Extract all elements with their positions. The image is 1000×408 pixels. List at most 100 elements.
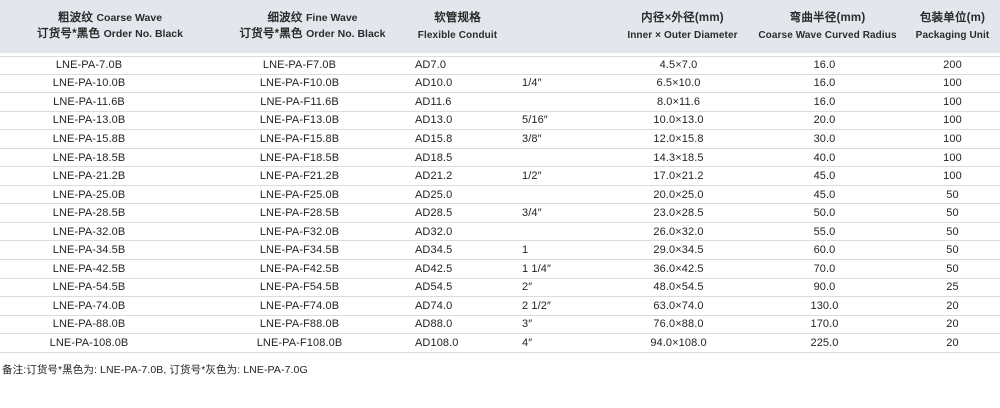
cell-curved-radius: 225.0 bbox=[810, 336, 839, 349]
cell-fine-order-no: LNE-PA-F21.2B bbox=[259, 170, 340, 183]
column-header-inch-size bbox=[510, 26, 615, 28]
cell-inner-outer-diameter: 10.0×13.0 bbox=[653, 114, 704, 127]
cell-curved-radius: 170.0 bbox=[810, 318, 839, 331]
cell-inner-outer-diameter: 6.5×10.0 bbox=[656, 77, 701, 90]
cell-flexible-conduit: AD18.5 bbox=[415, 151, 453, 164]
cell-inch-size: 5/16″ bbox=[522, 114, 548, 127]
cell-inner-outer-diameter: 8.0×11.6 bbox=[656, 95, 701, 108]
cell-curved-radius: 50.0 bbox=[813, 207, 836, 220]
cell-packaging-unit: 50 bbox=[946, 207, 959, 220]
cell-inch-size: 3/4″ bbox=[522, 207, 542, 220]
column-header-curved-radius: 弯曲半径(mm) Coarse Wave Curved Radius bbox=[758, 11, 897, 41]
cell-flexible-conduit: AD32.0 bbox=[415, 225, 453, 238]
cell-packaging-unit: 20 bbox=[946, 299, 959, 312]
cell-coarse-order-no: LNE-PA-42.5B bbox=[52, 262, 126, 275]
column-header-fine-wave-line2: 订货号*黑色 Order No. Black bbox=[239, 27, 386, 40]
cell-coarse-order-no: LNE-PA-13.0B bbox=[52, 114, 126, 127]
table-row: LNE-PA-10.0B LNE-PA-F10.0B AD10.0 1/4″ 6.5×1… bbox=[0, 74, 1000, 94]
column-header-inner-outer-diameter: 内径×外径(mm) Inner × Outer Diameter bbox=[627, 11, 738, 41]
cell-inch-size: 3/8″ bbox=[522, 132, 542, 145]
cell-packaging-unit: 50 bbox=[946, 262, 959, 275]
cell-flexible-conduit: AD11.6 bbox=[415, 95, 452, 108]
table-row: LNE-PA-88.0B LNE-PA-F88.0B AD88.0 3″ 76.0×88… bbox=[0, 315, 1000, 335]
cell-inner-outer-diameter: 23.0×28.5 bbox=[653, 207, 704, 220]
cell-curved-radius: 70.0 bbox=[813, 262, 836, 275]
cell-packaging-unit: 100 bbox=[943, 151, 962, 164]
cell-inner-outer-diameter: 26.0×32.0 bbox=[653, 225, 704, 238]
cell-flexible-conduit: AD13.0 bbox=[415, 114, 453, 127]
column-header-coarse-wave-line2: 订货号*黑色 Order No. Black bbox=[37, 27, 183, 40]
table-row: LNE-PA-42.5B LNE-PA-F42.5B AD42.5 1 1/4″ 36.… bbox=[0, 260, 1000, 279]
cell-packaging-unit: 50 bbox=[946, 244, 959, 257]
cell-flexible-conduit: AD74.0 bbox=[415, 299, 453, 312]
cell-flexible-conduit: AD21.2 bbox=[415, 170, 453, 183]
cell-inner-outer-diameter: 76.0×88.0 bbox=[653, 318, 704, 331]
table-row: LNE-PA-18.5B LNE-PA-F18.5B AD18.5 14.3×18.5… bbox=[0, 148, 1000, 168]
cell-packaging-unit: 200 bbox=[943, 59, 962, 72]
cell-fine-order-no: LNE-PA-F74.0B bbox=[259, 299, 340, 312]
table-row: LNE-PA-21.2B LNE-PA-F21.2B AD21.2 1/2″ 17.0×… bbox=[0, 167, 1000, 186]
cell-flexible-conduit: AD28.5 bbox=[415, 207, 453, 220]
cell-fine-order-no: LNE-PA-F25.0B bbox=[259, 188, 340, 201]
table-row: LNE-PA-32.0B LNE-PA-F32.0B AD32.0 26.0×32.0… bbox=[0, 222, 1000, 242]
cell-coarse-order-no: LNE-PA-74.0B bbox=[52, 299, 126, 312]
cell-curved-radius: 40.0 bbox=[813, 151, 836, 164]
cell-packaging-unit: 50 bbox=[946, 225, 959, 238]
column-header-flexible-conduit: 软管规格 Flexible Conduit bbox=[417, 11, 498, 41]
cell-inner-outer-diameter: 20.0×25.0 bbox=[653, 188, 704, 201]
cell-flexible-conduit: AD108.0 bbox=[415, 336, 459, 349]
table-row: LNE-PA-54.5B LNE-PA-F54.5B AD54.5 2″ 48.0×54… bbox=[0, 278, 1000, 298]
cell-fine-order-no: LNE-PA-F28.5B bbox=[259, 207, 340, 220]
column-header-fine-wave-line1: 细波纹 Fine Wave bbox=[267, 11, 358, 24]
table-body: LNE-PA-7.0B LNE-PA-F7.0B AD7.0 4.5×7.0 16.0 2… bbox=[0, 55, 1000, 353]
cell-curved-radius: 16.0 bbox=[813, 59, 836, 72]
table-row: LNE-PA-34.5B LNE-PA-F34.5B AD34.5 1 29.0×34.… bbox=[0, 241, 1000, 261]
cell-coarse-order-no: LNE-PA-54.5B bbox=[52, 281, 126, 294]
cell-inch-size: 2 1/2″ bbox=[522, 299, 551, 312]
cell-inner-outer-diameter: 4.5×7.0 bbox=[659, 59, 698, 72]
cell-fine-order-no: LNE-PA-F88.0B bbox=[259, 318, 340, 331]
cell-curved-radius: 45.0 bbox=[813, 188, 836, 201]
cell-fine-order-no: LNE-PA-F34.5B bbox=[259, 244, 340, 257]
cell-inner-outer-diameter: 94.0×108.0 bbox=[650, 336, 707, 349]
cell-fine-order-no: LNE-PA-F42.5B bbox=[259, 262, 340, 275]
table-header-row: 粗波纹 Coarse Wave 订货号*黑色 Order No. Black 细… bbox=[0, 0, 1000, 55]
cell-inch-size: 3″ bbox=[522, 318, 533, 331]
cell-packaging-unit: 20 bbox=[946, 336, 959, 349]
cell-flexible-conduit: AD34.5 bbox=[415, 244, 453, 257]
cell-inch-size: 1/4″ bbox=[522, 77, 542, 90]
cell-coarse-order-no: LNE-PA-34.5B bbox=[52, 244, 126, 257]
footnote: 备注:订货号*黑色为: LNE-PA-7.0B, 订货号*灰色为: LNE-PA… bbox=[2, 363, 308, 376]
cell-packaging-unit: 100 bbox=[943, 95, 962, 108]
cell-coarse-order-no: LNE-PA-21.2B bbox=[52, 170, 126, 183]
cell-fine-order-no: LNE-PA-F18.5B bbox=[259, 151, 340, 164]
table-row: LNE-PA-7.0B LNE-PA-F7.0B AD7.0 4.5×7.0 16.0 2… bbox=[0, 56, 1000, 75]
column-header-fine-wave: 细波纹 Fine Wave 订货号*黑色 Order No. Black bbox=[220, 11, 405, 42]
cell-inner-outer-diameter: 12.0×15.8 bbox=[653, 132, 704, 145]
cell-inner-outer-diameter: 14.3×18.5 bbox=[653, 151, 704, 164]
table-row: LNE-PA-74.0B LNE-PA-F74.0B AD74.0 2 1/2″ 63.… bbox=[0, 297, 1000, 316]
cell-packaging-unit: 100 bbox=[943, 132, 962, 145]
cell-fine-order-no: LNE-PA-F108.0B bbox=[256, 336, 343, 349]
cell-fine-order-no: LNE-PA-F11.6B bbox=[260, 95, 339, 108]
cell-flexible-conduit: AD7.0 bbox=[415, 59, 447, 72]
column-header-packaging-unit: 包装单位(m) Packaging Unit bbox=[915, 11, 990, 41]
cell-packaging-unit: 100 bbox=[943, 170, 962, 183]
cell-curved-radius: 20.0 bbox=[813, 114, 836, 127]
cell-flexible-conduit: AD15.8 bbox=[415, 132, 453, 145]
cell-coarse-order-no: LNE-PA-11.6B bbox=[53, 95, 125, 108]
cell-inner-outer-diameter: 48.0×54.5 bbox=[653, 281, 704, 294]
cell-coarse-order-no: LNE-PA-25.0B bbox=[52, 188, 126, 201]
cell-flexible-conduit: AD42.5 bbox=[415, 262, 453, 275]
cell-fine-order-no: LNE-PA-F32.0B bbox=[259, 225, 340, 238]
cell-inch-size: 1 1/4″ bbox=[522, 262, 551, 275]
cell-fine-order-no: LNE-PA-F54.5B bbox=[259, 281, 340, 294]
column-header-coarse-wave: 粗波纹 Coarse Wave 订货号*黑色 Order No. Black bbox=[0, 11, 220, 42]
cell-inner-outer-diameter: 29.0×34.5 bbox=[653, 244, 704, 257]
table-row: LNE-PA-28.5B LNE-PA-F28.5B AD28.5 3/4″ 23.0×… bbox=[0, 204, 1000, 223]
cell-inch-size: 4″ bbox=[522, 336, 533, 349]
table-row: LNE-PA-108.0B LNE-PA-F108.0B AD108.0 4″ 94.0… bbox=[0, 334, 1000, 353]
cell-inch-size: 1 bbox=[522, 244, 529, 257]
cell-inch-size: 1/2″ bbox=[522, 170, 542, 183]
cell-curved-radius: 16.0 bbox=[813, 77, 836, 90]
